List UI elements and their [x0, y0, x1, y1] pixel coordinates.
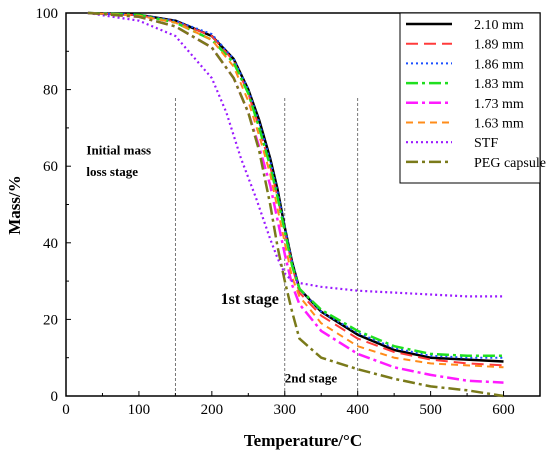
annotations: Initial mass loss stage 1st stage 2nd stage	[86, 143, 337, 386]
annotation-label: loss stage	[86, 164, 138, 179]
y-tick-label: 60	[43, 159, 58, 175]
series-line	[87, 12, 504, 359]
annotation-label: 2nd stage	[285, 371, 338, 386]
legend-label: 1.89 mm	[474, 38, 524, 53]
legend-label: 1.63 mm	[474, 117, 524, 132]
y-tick-label: 80	[43, 83, 58, 99]
legend-label: PEG capsule	[474, 156, 546, 171]
legend-label: 1.83 mm	[474, 77, 524, 92]
annotation-label: 1st stage	[221, 291, 279, 308]
series-lines	[87, 11, 504, 398]
legend-label: STF	[474, 136, 498, 151]
x-tick-label: 400	[346, 402, 369, 418]
x-tick-label: 600	[492, 402, 515, 418]
y-tick-label: 100	[36, 6, 59, 22]
x-tick-label: 0	[62, 402, 70, 418]
series-line	[87, 11, 504, 298]
legend: 2.10 mm 1.89 mm 1.86 mm 1.83 mm 1.73 mm 1.63 …	[399, 12, 546, 184]
axes: 0 100 200 300 400 500 600 0 20 40 60 80 100	[36, 6, 515, 418]
y-tick-label: 20	[43, 312, 58, 328]
legend-label: 2.10 mm	[474, 18, 524, 33]
series-line	[87, 11, 504, 363]
series-line	[87, 11, 504, 398]
x-tick-label: 300	[274, 402, 297, 418]
x-tick-label: 100	[128, 402, 151, 418]
y-tick-label: 0	[51, 389, 59, 405]
series-line	[87, 12, 504, 369]
x-axis-title: Temperature/°C	[244, 431, 362, 450]
x-tick-label: 500	[419, 402, 442, 418]
x-tick-label: 200	[201, 402, 224, 418]
y-tick-label: 40	[43, 236, 58, 252]
legend-label: 1.73 mm	[474, 97, 524, 112]
y-axis-title: Mass/%	[5, 175, 24, 235]
legend-box	[399, 12, 541, 184]
legend-label: 1.86 mm	[474, 57, 524, 72]
annotation-label: Initial mass	[86, 143, 151, 158]
